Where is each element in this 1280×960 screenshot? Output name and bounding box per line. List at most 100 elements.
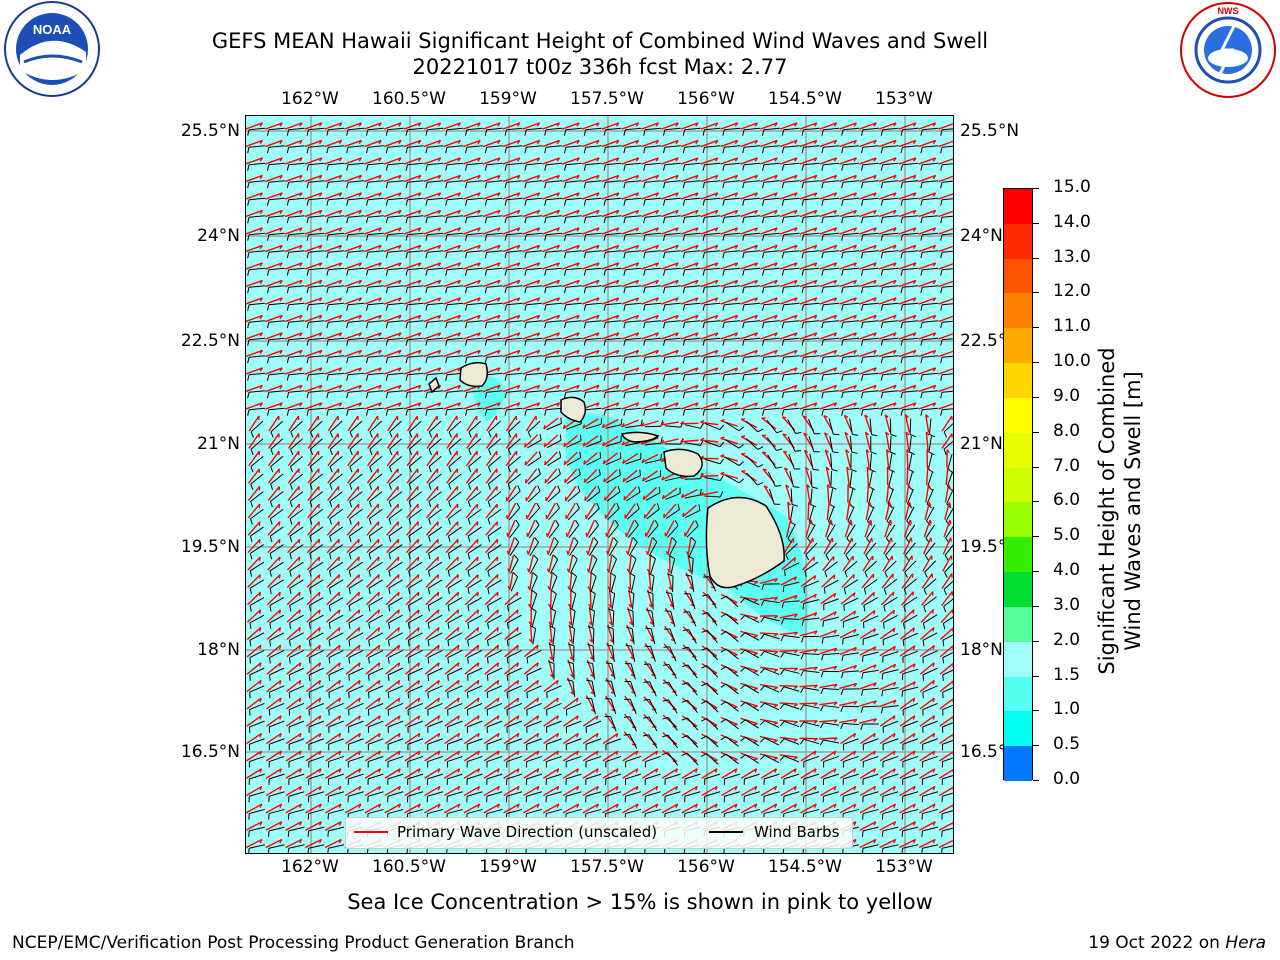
wave-direction-arrow <box>621 384 639 393</box>
wave-direction-arrowhead <box>635 262 640 267</box>
wave-direction-arrow <box>720 473 739 479</box>
wind-barb-feather <box>722 374 725 381</box>
wind-barb-feather <box>328 622 331 629</box>
wave-direction-arrowhead <box>873 227 877 232</box>
wind-barb-feather <box>388 466 393 473</box>
wind-barb-feather <box>781 182 785 189</box>
wave-direction-arrowhead <box>318 245 323 250</box>
wave-direction-arrowhead <box>298 680 302 685</box>
wind-barb <box>530 559 539 574</box>
wind-barb-feather <box>576 502 580 509</box>
wave-direction-arrowhead <box>929 519 932 525</box>
wave-direction-arrowhead <box>852 574 855 579</box>
wave-direction-arrow <box>284 209 303 218</box>
wave-direction-arrowhead <box>299 210 303 215</box>
wind-barb <box>882 390 899 393</box>
wave-direction-arrowhead <box>851 537 854 542</box>
wind-barb-feather <box>544 217 547 224</box>
wind-barb-feather <box>266 357 270 364</box>
wind-barb <box>810 470 813 488</box>
wave-direction-arrowhead <box>734 367 739 372</box>
wind-barb-feather <box>544 252 547 259</box>
wind-barb-feather <box>880 287 884 294</box>
wind-barb <box>704 476 721 482</box>
wave-direction-arrow <box>344 157 362 165</box>
wave-direction-arrowhead <box>358 350 363 355</box>
wave-direction-arrow <box>858 700 877 707</box>
wave-direction-arrowhead <box>596 122 600 127</box>
wind-barb <box>922 162 939 166</box>
wind-barb <box>684 372 701 376</box>
wave-direction-arrowhead <box>774 578 779 583</box>
wave-direction-arrowhead <box>865 431 870 436</box>
wind-barb <box>605 372 622 376</box>
wind-barb-feather <box>841 287 844 294</box>
wind-barb-feather <box>626 626 633 630</box>
wind-barb-feather <box>484 234 488 241</box>
wind-barb-feather <box>289 588 292 595</box>
wave-direction-arrowhead <box>497 175 501 180</box>
wind-barb <box>408 491 423 502</box>
wave-direction-arrowhead <box>720 471 725 475</box>
wind-barb-feather <box>742 252 745 259</box>
wave-direction-arrowhead <box>590 674 595 678</box>
wind-barb-feather <box>841 234 844 241</box>
wind-barb-feather <box>308 622 311 629</box>
wind-barb-feather <box>445 217 448 224</box>
wind-barb-feather <box>387 674 390 681</box>
wind-barb-feather <box>860 357 864 364</box>
wave-direction-arrowhead <box>774 262 778 267</box>
wave-direction-arrow <box>522 157 540 165</box>
wave-direction-arrowhead <box>596 402 600 407</box>
wave-direction-arrowhead <box>563 460 566 465</box>
wave-direction-arrowhead <box>398 262 402 267</box>
wave-direction-arrow <box>661 122 679 130</box>
wind-barb-feather <box>820 688 824 695</box>
wave-direction-arrow <box>444 679 460 693</box>
wind-barb-feather <box>266 339 270 346</box>
wave-direction-arrowhead <box>299 122 303 127</box>
wave-direction-arrow <box>482 279 501 288</box>
wind-barb <box>428 438 442 450</box>
wave-direction-arrowhead <box>377 662 381 667</box>
wave-direction-arrowhead <box>813 297 818 302</box>
wind-barb <box>329 508 343 520</box>
wind-barb <box>387 127 404 131</box>
wave-direction-arrow <box>265 192 283 200</box>
wave-direction-arrowhead <box>615 332 620 337</box>
wave-direction-arrow <box>621 227 639 235</box>
wind-barb <box>388 667 404 676</box>
wind-barb <box>648 699 658 714</box>
wave-direction-arrowhead <box>536 227 541 232</box>
wind-barb-feather <box>524 217 527 224</box>
wind-barb-feather <box>516 502 521 509</box>
wind-barb-feather <box>486 674 489 681</box>
wind-barb <box>803 267 820 271</box>
wind-barb <box>630 681 637 697</box>
wind-barb-feather <box>603 164 606 171</box>
wave-direction-arrow <box>364 157 382 165</box>
wave-direction-arrow <box>898 297 917 305</box>
wave-direction-arrow <box>522 279 540 288</box>
wind-barb-feather <box>801 147 804 154</box>
wind-barb <box>744 684 760 694</box>
wave-direction-arrow <box>779 139 798 148</box>
lat-label-left: 18°N <box>197 640 240 660</box>
wind-barb-feather <box>702 199 705 206</box>
wave-direction-arrow <box>324 262 342 270</box>
wave-direction-arrowhead <box>675 332 679 337</box>
wave-direction-arrowhead <box>794 245 798 250</box>
wave-direction-arrow <box>581 332 600 340</box>
wave-direction-arrowhead <box>548 638 553 643</box>
wind-barb-feather <box>484 409 488 416</box>
wave-direction-arrowhead <box>853 192 858 197</box>
wind-barb-feather <box>563 129 567 136</box>
wind-barb-feather <box>569 607 576 612</box>
wind-barb-feather <box>407 657 410 664</box>
wave-direction-arrow <box>423 332 441 340</box>
wind-barb <box>744 597 760 606</box>
wind-barb <box>369 438 383 450</box>
wave-direction-arrow <box>839 332 857 340</box>
wind-barb-feather <box>583 199 587 206</box>
wave-direction-arrow <box>502 332 521 340</box>
